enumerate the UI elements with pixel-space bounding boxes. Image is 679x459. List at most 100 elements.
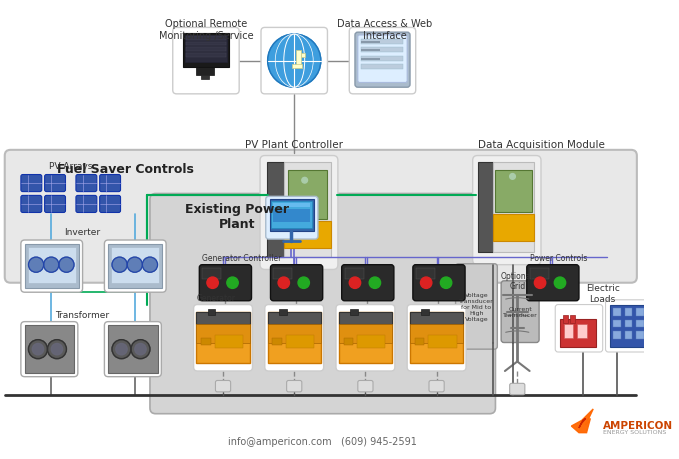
Bar	[415, 338, 424, 346]
FancyBboxPatch shape	[76, 196, 97, 213]
Circle shape	[48, 340, 67, 359]
Bar	[361, 48, 403, 53]
Bar	[196, 68, 214, 76]
Text: Current
Transducer: Current Transducer	[502, 306, 538, 317]
Bar	[215, 335, 243, 348]
Text: info@ampericon.com   (609) 945-2591: info@ampericon.com (609) 945-2591	[228, 436, 417, 446]
Bar	[625, 320, 632, 328]
Circle shape	[369, 277, 381, 289]
Bar	[636, 320, 644, 328]
Bar	[288, 170, 327, 220]
Bar	[636, 308, 644, 316]
Bar	[296, 51, 301, 66]
Text: Voltage
Transducer
for Mid to
High
Voltage: Voltage Transducer for Mid to High Volta…	[459, 293, 494, 321]
FancyBboxPatch shape	[527, 265, 579, 301]
Bar	[563, 315, 568, 323]
Text: Data Acquisition Module: Data Acquisition Module	[477, 140, 604, 150]
Circle shape	[349, 277, 361, 289]
Bar	[186, 54, 226, 58]
Bar	[286, 335, 314, 348]
Bar	[186, 43, 226, 46]
Circle shape	[112, 257, 127, 273]
FancyBboxPatch shape	[265, 305, 324, 371]
FancyBboxPatch shape	[172, 28, 239, 95]
Circle shape	[29, 340, 48, 359]
FancyBboxPatch shape	[105, 322, 162, 377]
Bar	[577, 324, 587, 338]
Bar	[357, 335, 386, 348]
Circle shape	[227, 277, 238, 289]
Bar	[428, 335, 456, 348]
FancyBboxPatch shape	[606, 300, 658, 352]
Bar	[339, 324, 392, 343]
FancyBboxPatch shape	[45, 196, 65, 213]
FancyBboxPatch shape	[270, 265, 323, 301]
Text: Existing Power
Plant: Existing Power Plant	[185, 202, 289, 230]
Bar	[570, 315, 575, 323]
Bar	[208, 310, 215, 315]
Circle shape	[33, 344, 43, 355]
FancyBboxPatch shape	[21, 322, 78, 377]
Circle shape	[51, 344, 62, 355]
Bar	[625, 331, 632, 339]
Circle shape	[278, 277, 289, 289]
Text: PV Plant Controller: PV Plant Controller	[245, 140, 343, 150]
Circle shape	[127, 257, 143, 273]
Text: Optional
Grid: Optional Grid	[501, 271, 534, 291]
Bar	[564, 324, 573, 338]
Bar	[196, 313, 250, 324]
Circle shape	[302, 178, 308, 184]
Bar	[108, 326, 158, 373]
Circle shape	[112, 340, 131, 359]
Bar	[268, 313, 320, 324]
FancyBboxPatch shape	[336, 305, 394, 371]
Bar	[268, 313, 320, 364]
FancyBboxPatch shape	[358, 36, 407, 83]
Circle shape	[143, 257, 158, 273]
FancyBboxPatch shape	[21, 175, 42, 192]
Circle shape	[29, 257, 43, 273]
Bar	[361, 50, 380, 52]
Text: Power Controls: Power Controls	[530, 253, 587, 262]
Circle shape	[116, 344, 127, 355]
Bar	[344, 268, 363, 280]
Text: Transformer: Transformer	[56, 310, 109, 319]
Bar	[361, 57, 403, 62]
FancyBboxPatch shape	[510, 383, 525, 395]
FancyBboxPatch shape	[200, 265, 251, 301]
Bar	[625, 308, 632, 316]
Text: Inverter: Inverter	[65, 228, 100, 237]
Bar	[492, 215, 534, 241]
Text: Electric
Loads: Electric Loads	[586, 284, 620, 303]
Text: Fuel Saver Controls: Fuel Saver Controls	[57, 163, 194, 176]
Text: Data Access & Web
Interface: Data Access & Web Interface	[337, 19, 432, 40]
Bar	[267, 163, 284, 257]
Text: Generator Controller: Generator Controller	[202, 253, 282, 262]
Bar	[284, 163, 331, 257]
Bar	[111, 247, 160, 283]
Circle shape	[131, 340, 150, 359]
Bar	[361, 40, 403, 45]
Text: Optional Remote
Monitoring /Service: Optional Remote Monitoring /Service	[159, 19, 253, 40]
Bar	[339, 313, 392, 324]
Bar	[422, 310, 429, 315]
FancyBboxPatch shape	[287, 381, 302, 392]
Bar	[268, 324, 320, 343]
FancyBboxPatch shape	[5, 151, 637, 283]
Bar	[613, 308, 621, 316]
Bar	[410, 324, 463, 343]
Bar	[410, 313, 463, 324]
Bar	[339, 313, 392, 364]
Bar	[530, 268, 549, 280]
Bar	[196, 324, 250, 343]
FancyBboxPatch shape	[265, 197, 318, 240]
Bar	[279, 310, 287, 315]
FancyBboxPatch shape	[215, 381, 231, 392]
FancyBboxPatch shape	[429, 381, 444, 392]
Circle shape	[441, 277, 452, 289]
Bar	[272, 338, 282, 346]
Circle shape	[268, 35, 320, 88]
Bar	[274, 203, 310, 207]
FancyBboxPatch shape	[45, 175, 65, 192]
Bar	[202, 268, 221, 280]
